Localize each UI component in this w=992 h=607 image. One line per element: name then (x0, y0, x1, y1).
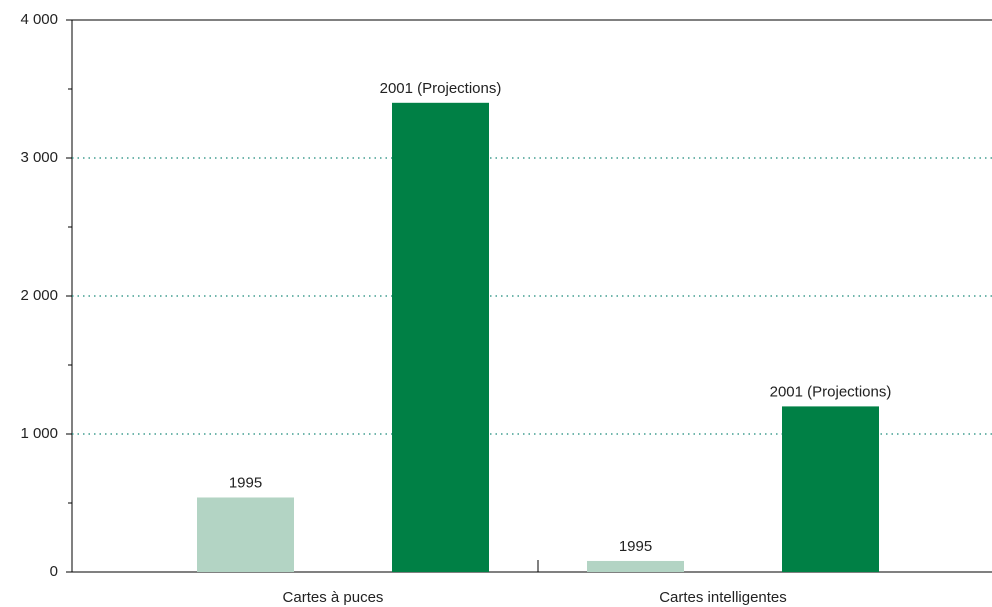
bar-label: 2001 (Projections) (770, 383, 892, 400)
bar-label: 1995 (619, 538, 652, 555)
x-tick-label: Cartes intelligentes (659, 589, 787, 606)
bar (197, 497, 294, 572)
bar-label: 2001 (Projections) (380, 80, 502, 97)
bar-label: 1995 (229, 474, 262, 491)
x-tick-label: Cartes à puces (283, 589, 384, 606)
y-tick-label: 2 000 (20, 287, 58, 304)
y-tick-label: 1 000 (20, 425, 58, 442)
bar (782, 406, 879, 572)
y-tick-label: 0 (50, 563, 58, 580)
bar (392, 102, 489, 573)
y-tick-label: 4 000 (20, 11, 58, 28)
bar (587, 560, 684, 572)
y-tick-label: 3 000 (20, 149, 58, 166)
